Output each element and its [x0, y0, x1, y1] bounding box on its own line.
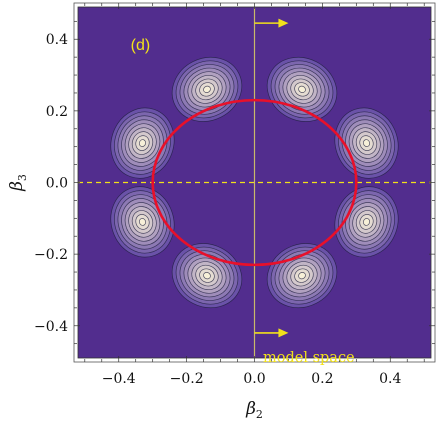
arrow-bottom-head: [278, 328, 289, 338]
contour-level-9: [298, 85, 306, 93]
contour-layer: [110, 56, 399, 309]
contour-peak-1: [266, 56, 338, 122]
x-tick-label: −0.2: [170, 371, 204, 387]
y-axis-label: β3: [7, 174, 29, 192]
x-axis-label: β2: [245, 399, 263, 421]
contour-level-9: [203, 85, 211, 93]
contour-level-9: [138, 139, 147, 147]
arrow-bottom: [254, 328, 289, 338]
tick-layer: −0.4 −0.2 0.0 0.2 0.4 −0.4 −0.2 0.0 0.2 0.4 β2 β3: [7, 3, 435, 421]
contour-level-9: [203, 272, 211, 280]
annotation-layer: (d) model space: [131, 18, 355, 366]
y-tick-label: −0.2: [34, 247, 68, 263]
y-tick-label: 0.4: [46, 32, 68, 48]
model-space-label: model space: [263, 350, 355, 366]
y-tick-label: 0.2: [46, 104, 68, 120]
x-tick-label: 0.2: [311, 371, 333, 387]
y-tick-label: 0.0: [46, 176, 68, 192]
arrow-top: [254, 18, 289, 28]
contour-peak-7: [266, 243, 338, 309]
contour-peak-2: [171, 56, 243, 122]
model-space-ellipse: [151, 98, 358, 267]
x-tick-label: 0.4: [379, 371, 401, 387]
y-tick-label: −0.4: [34, 319, 68, 335]
y-axis-label-subscript: 3: [16, 174, 29, 181]
contour-peak-3: [334, 107, 399, 179]
reference-lines: [78, 7, 431, 358]
x-tick-label: 0.0: [243, 371, 265, 387]
panel-label: (d): [131, 37, 151, 54]
contour-level-9: [298, 272, 306, 280]
contour-level-9: [362, 139, 371, 147]
ellipse-layer: [151, 98, 358, 267]
x-tick-label: −0.4: [102, 371, 136, 387]
x-axis-label-subscript: 2: [256, 408, 263, 421]
contour-level-9: [362, 218, 371, 226]
arrow-top-head: [278, 18, 289, 28]
contour-level-9: [138, 218, 147, 226]
